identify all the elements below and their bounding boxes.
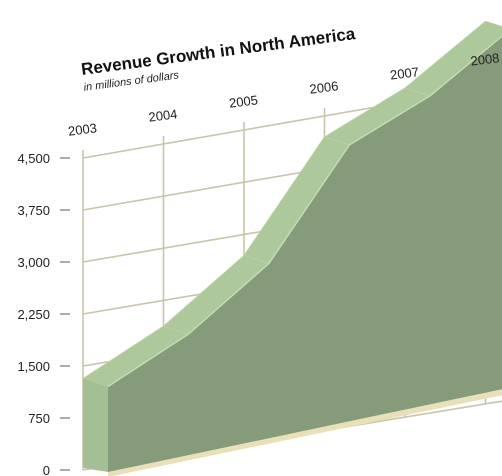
y-tick-label: 1,500 xyxy=(17,359,50,374)
x-tick-label: 2005 xyxy=(228,92,259,110)
y-tick-label: 750 xyxy=(28,411,50,426)
area-side-face xyxy=(83,378,108,472)
chart-title: Revenue Growth in North America xyxy=(80,24,357,79)
x-tick-label: 2008 xyxy=(470,50,501,68)
area-series xyxy=(82,20,502,476)
y-tick-label: 2,250 xyxy=(17,307,50,322)
y-tick-label: 4,500 xyxy=(17,151,50,166)
area-front-face xyxy=(108,36,502,472)
y-tick-label: 3,750 xyxy=(17,203,50,218)
area-top-segment xyxy=(404,20,502,97)
x-tick-label: 2007 xyxy=(389,64,420,82)
axis-ticks: 0 750 1,500 2,250 3,000 3,750 4,500 2003 2004 200… xyxy=(17,50,500,476)
floor-band xyxy=(108,389,502,476)
y-tick-label: 0 xyxy=(43,463,50,476)
y-tick-label: 3,000 xyxy=(17,255,50,270)
x-tick-label: 2003 xyxy=(67,120,98,138)
x-tick-label: 2004 xyxy=(148,106,179,124)
x-tick-label: 2006 xyxy=(309,78,340,96)
area-edge-highlight xyxy=(107,35,502,388)
